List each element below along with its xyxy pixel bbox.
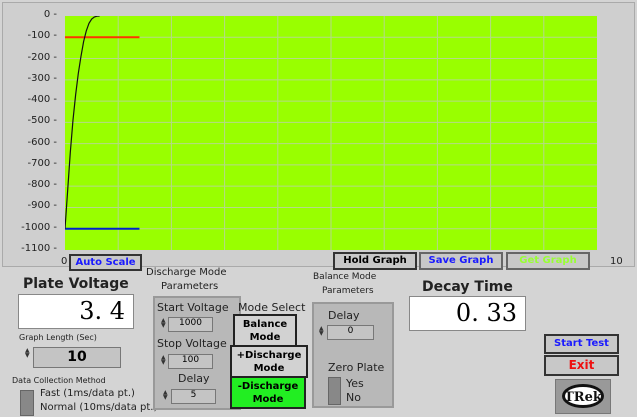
data-collection-label: Data Collection Method [12, 376, 106, 385]
minus-discharge-text-2: Mode [252, 394, 284, 405]
delay-spinner[interactable]: ▲ ▼ [163, 389, 168, 401]
stop-voltage-input[interactable]: 100 [168, 354, 213, 369]
balance-mode-text: Balance [242, 319, 288, 330]
plus-discharge-button[interactable]: +Discharge Mode [230, 345, 308, 378]
graph-length-spinner[interactable]: ▲ ▼ [25, 347, 30, 359]
decay-time-display: 0. 33 [409, 296, 526, 331]
stop-voltage-spinner[interactable]: ▲ ▼ [161, 354, 166, 366]
fast-option: Fast (1ms/data pt.) [40, 388, 135, 399]
y-tick-label: -400 - [27, 94, 57, 106]
zero-plate-yes: Yes [346, 377, 364, 390]
balance-delay-input[interactable]: 0 [327, 325, 374, 340]
y-tick-label: -700 - [27, 157, 57, 169]
normal-option: Normal (10ms/data pt.) [40, 402, 158, 413]
discharge-params-title: Discharge Mode [146, 267, 227, 278]
y-tick-label: -900 - [27, 200, 57, 212]
mode-select-label: Mode Select [238, 301, 306, 314]
trek-logo-icon: TRek [562, 384, 604, 408]
balance-delay-label: Delay [328, 309, 360, 322]
svg-text:TRek: TRek [564, 390, 603, 405]
hold-graph-button[interactable]: Hold Graph [333, 252, 417, 270]
balance-mode-text-2: Mode [249, 332, 281, 343]
plus-discharge-text: +Discharge [236, 350, 302, 361]
start-test-button[interactable]: Start Test [544, 334, 619, 354]
balance-mode-button[interactable]: Balance Mode [233, 314, 297, 347]
delay-input[interactable]: 5 [171, 389, 216, 404]
graph-length-label: Graph Length (Sec) [19, 333, 97, 342]
delay-label: Delay [178, 372, 210, 385]
zero-plate-label: Zero Plate [328, 361, 385, 374]
balance-params-panel [312, 302, 394, 408]
x-tick-10: 10 [610, 256, 623, 267]
auto-scale-button[interactable]: Auto Scale [69, 254, 142, 271]
get-graph-button[interactable]: Get Graph [506, 252, 590, 270]
plate-voltage-display: 3. 4 [18, 294, 134, 329]
minus-discharge-button[interactable]: -Discharge Mode [230, 376, 306, 409]
y-tick-label: -800 - [27, 179, 57, 191]
y-tick-label: -100 - [27, 30, 57, 42]
balance-params-title-2: Parameters [322, 286, 374, 296]
discharge-params-title-2: Parameters [161, 281, 219, 292]
zero-plate-switch[interactable] [328, 377, 341, 405]
y-tick-label: -300 - [27, 72, 57, 84]
zero-plate-no: No [346, 391, 361, 404]
series-line-2 [65, 16, 100, 229]
plus-discharge-text-2: Mode [253, 363, 285, 374]
x-tick-0: 0 [61, 256, 68, 267]
save-graph-button[interactable]: Save Graph [419, 252, 503, 270]
y-tick-label: -200 - [27, 51, 57, 63]
start-voltage-input[interactable]: 1000 [168, 317, 213, 332]
decay-time-label: Decay Time [422, 279, 513, 295]
balance-delay-spinner[interactable]: ▲ ▼ [319, 325, 324, 337]
minus-discharge-text: -Discharge [237, 381, 299, 392]
start-voltage-spinner[interactable]: ▲ ▼ [161, 317, 166, 329]
data-collection-switch[interactable] [20, 390, 34, 416]
y-tick-label: 0 - [43, 9, 57, 20]
balance-params-title: Balance Mode [313, 272, 377, 282]
plate-voltage-label: Plate Voltage [23, 276, 129, 292]
y-tick-label: -1100 - [21, 243, 57, 254]
stop-voltage-label: Stop Voltage [157, 337, 227, 350]
y-tick-label: -600 - [27, 136, 57, 148]
exit-button[interactable]: Exit [544, 355, 619, 376]
y-tick-label: -1000 - [21, 221, 57, 233]
decay-graph [65, 16, 597, 250]
start-voltage-label: Start Voltage [157, 301, 229, 314]
trek-logo: TRek [555, 379, 611, 414]
y-tick-label: -500 - [27, 115, 57, 127]
graph-length-input[interactable]: 10 [33, 347, 121, 368]
